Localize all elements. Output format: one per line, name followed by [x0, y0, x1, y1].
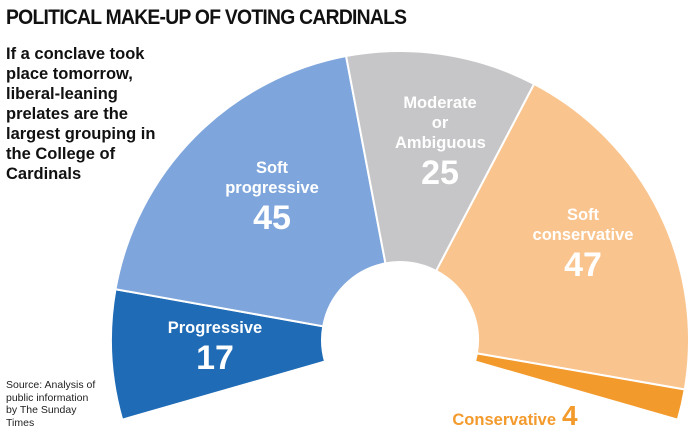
value-label: 45 [253, 199, 291, 237]
slice-label: Soft progressive 45 [222, 158, 322, 238]
value-label: 25 [421, 154, 459, 192]
category-label: Soft progressive [225, 159, 319, 197]
category-label: Conservative [452, 411, 557, 429]
slice-label: Conservative 4 [415, 396, 615, 436]
category-label: Soft conservative [532, 206, 634, 244]
category-label: Progressive [167, 319, 263, 337]
value-label: 47 [564, 246, 602, 284]
value-label: 17 [196, 339, 234, 377]
chart-title: POLITICAL MAKE-UP OF VOTING CARDINALS [6, 6, 407, 29]
slice-label: Soft conservative 47 [523, 205, 643, 285]
category-label: Moderate or Ambiguous [395, 94, 486, 152]
slice [473, 352, 686, 421]
source: Source: Analysis of public information b… [6, 379, 96, 429]
value-label: 4 [562, 400, 578, 431]
slice [114, 54, 387, 328]
slice-label: Moderate or Ambiguous 25 [395, 93, 486, 193]
slice [434, 82, 690, 391]
slice [110, 288, 327, 421]
slice [344, 50, 536, 273]
subtitle: If a conclave took place tomorrow, liber… [6, 45, 156, 183]
slice-label: Progressive 17 [145, 318, 285, 378]
